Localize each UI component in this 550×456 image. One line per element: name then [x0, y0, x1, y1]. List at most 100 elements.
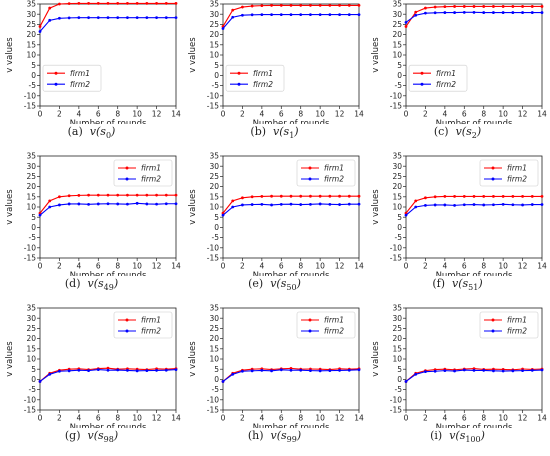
- data-point-firm2: [164, 16, 168, 20]
- data-point-firm2: [221, 380, 225, 383]
- data-point-firm2: [540, 368, 544, 372]
- data-point-firm2: [318, 369, 322, 373]
- y-tick-label: 0: [214, 375, 219, 384]
- data-point-firm2: [58, 369, 61, 373]
- y-tick-label: 35: [392, 304, 402, 313]
- data-point-firm2: [414, 13, 418, 17]
- data-point-firm1: [270, 4, 273, 7]
- data-point-firm1: [174, 193, 178, 197]
- x-tick-label: 10: [132, 262, 142, 271]
- y-tick-label: 25: [209, 172, 219, 181]
- data-point-firm2: [241, 13, 244, 17]
- y-tick-label: 15: [209, 40, 219, 49]
- y-tick-label: -15: [24, 102, 36, 111]
- subfigure-caption: (e) v(s50): [183, 277, 366, 292]
- data-point-firm1: [309, 4, 312, 7]
- data-point-firm1: [492, 5, 495, 8]
- y-tick-label: 10: [26, 51, 36, 60]
- y-tick-label: 15: [392, 40, 402, 49]
- legend-marker-firm1: [125, 318, 129, 322]
- data-point-firm2: [116, 16, 120, 20]
- x-tick-label: 10: [315, 262, 325, 271]
- x-tick-label: 8: [115, 262, 120, 271]
- legend-marker-firm2: [237, 82, 241, 86]
- data-point-firm2: [414, 372, 418, 376]
- x-tick-label: 8: [298, 414, 303, 423]
- data-point-firm1: [164, 193, 168, 197]
- data-point-firm2: [67, 16, 71, 20]
- caption-letter: (f): [432, 277, 445, 290]
- caption-letter: (h): [247, 429, 264, 442]
- y-tick-label: -15: [207, 102, 219, 111]
- data-point-firm2: [424, 370, 427, 374]
- legend-label-firm1: firm1: [324, 316, 344, 325]
- x-axis-label: Number of rounds: [436, 423, 513, 428]
- data-point-firm2: [521, 11, 524, 14]
- y-tick-label: 5: [31, 213, 36, 222]
- x-axis-label: Number of rounds: [436, 119, 513, 124]
- data-point-firm1: [250, 4, 254, 8]
- data-point-firm2: [414, 205, 418, 209]
- x-tick-label: 2: [57, 262, 62, 271]
- data-point-firm2: [87, 369, 90, 373]
- legend-marker-firm1: [308, 166, 312, 170]
- data-point-firm2: [318, 202, 322, 206]
- data-point-firm1: [231, 8, 235, 12]
- data-point-firm1: [250, 195, 254, 199]
- x-tick-label: 12: [518, 262, 528, 271]
- data-point-firm2: [347, 202, 351, 206]
- legend-marker-firm1: [308, 318, 312, 322]
- data-point-firm2: [309, 202, 312, 206]
- data-point-firm2: [299, 368, 303, 372]
- data-point-firm2: [501, 369, 505, 373]
- data-point-firm2: [453, 203, 456, 207]
- data-point-firm1: [260, 4, 264, 8]
- x-tick-label: 8: [115, 110, 120, 119]
- legend-label-firm1: firm1: [141, 164, 161, 173]
- x-tick-label: 10: [132, 110, 142, 119]
- data-point-firm1: [462, 5, 466, 8]
- legend-marker-firm2: [308, 177, 312, 181]
- data-point-firm2: [511, 369, 515, 373]
- caption-math: v(s: [452, 277, 469, 290]
- data-point-firm1: [482, 194, 486, 198]
- data-point-firm2: [279, 368, 283, 372]
- data-point-firm2: [250, 369, 254, 373]
- legend-marker-firm2: [308, 329, 312, 333]
- y-tick-label: 25: [26, 20, 36, 29]
- data-point-firm2: [126, 16, 129, 20]
- data-point-firm1: [433, 5, 437, 9]
- y-tick-label: 25: [26, 324, 36, 333]
- data-point-firm2: [241, 203, 244, 207]
- y-tick-label: -5: [29, 81, 37, 90]
- y-tick-label: -15: [390, 102, 402, 111]
- subfigure-caption: (d) v(s49): [0, 277, 183, 292]
- caption-math: v(s: [270, 277, 287, 290]
- y-tick-label: 10: [26, 203, 36, 212]
- x-tick-label: 14: [537, 414, 547, 423]
- data-point-firm1: [357, 194, 361, 198]
- data-point-firm2: [260, 202, 264, 206]
- legend-marker-firm2: [491, 177, 495, 181]
- y-tick-label: 20: [392, 30, 402, 39]
- y-tick-label: 25: [209, 20, 219, 29]
- series-line-firm2: [39, 17, 176, 32]
- data-point-firm1: [414, 10, 418, 14]
- legend-label-firm2: firm2: [324, 327, 344, 336]
- data-point-firm2: [424, 203, 427, 207]
- caption-math: v(s: [449, 429, 466, 442]
- caption-close: ): [111, 125, 116, 138]
- x-tick-label: 4: [76, 262, 81, 271]
- data-point-firm1: [77, 193, 81, 197]
- data-point-firm1: [462, 194, 466, 198]
- data-point-firm2: [309, 13, 312, 17]
- legend-marker-firm2: [125, 329, 129, 333]
- subfigure-caption: (c) v(s2): [366, 125, 549, 140]
- caption-math: v(s: [87, 277, 104, 290]
- y-tick-label: 10: [209, 355, 219, 364]
- y-tick-label: 20: [209, 334, 219, 343]
- data-point-firm2: [164, 202, 168, 206]
